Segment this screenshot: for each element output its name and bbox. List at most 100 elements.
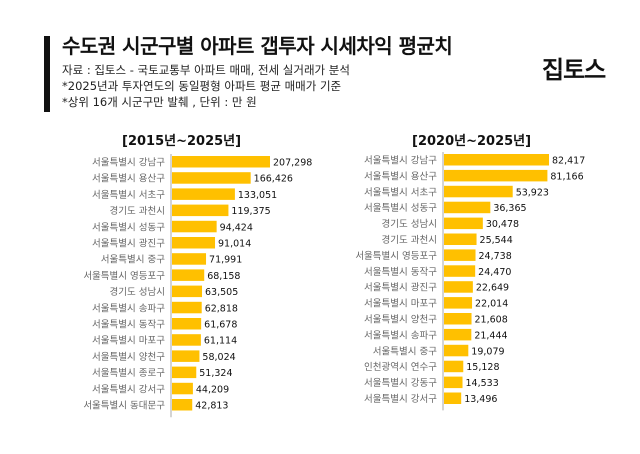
- left-value-label-2: 133,051: [238, 190, 277, 201]
- left-category-label-8: 경기도 성남시: [110, 286, 165, 298]
- left-bar-7: [172, 269, 205, 281]
- left-value-label-3: 119,375: [231, 206, 270, 217]
- left-category-label-14: 서울특별시 강서구: [92, 384, 165, 395]
- right-category-label-9: 서울특별시 마포구: [364, 299, 437, 310]
- left-value-label-15: 42,813: [195, 401, 228, 412]
- left-value-label-7: 68,158: [207, 271, 240, 282]
- left-value-label-4: 94,424: [220, 222, 253, 233]
- left-value-label-12: 58,024: [202, 352, 235, 363]
- left-category-label-13: 서울특별시 종로구: [92, 368, 165, 379]
- right-category-label-13: 인천광역시 연수구: [364, 361, 437, 373]
- right-bar-15: [444, 392, 462, 404]
- left-chart-title: [2015년~2025년]: [122, 134, 242, 149]
- left-value-label-11: 61,114: [204, 336, 237, 347]
- left-bar-10: [172, 318, 202, 330]
- right-bar-4: [444, 217, 483, 230]
- left-bar-6: [172, 253, 207, 265]
- left-category-label-10: 서울특별시 동작구: [92, 320, 165, 331]
- left-bar-11: [172, 334, 201, 346]
- left-bar-13: [172, 366, 197, 379]
- left-bar-4: [172, 220, 217, 233]
- right-category-label-12: 서울특별시 중구: [373, 346, 437, 357]
- right-value-label-9: 22,014: [475, 299, 508, 310]
- left-bar-1: [172, 172, 251, 184]
- right-category-label-14: 서울특별시 강동구: [364, 378, 437, 389]
- right-bar-7: [444, 265, 476, 277]
- right-category-label-5: 경기도 과천시: [382, 234, 437, 246]
- right-category-label-1: 서울특별시 용산구: [364, 171, 437, 182]
- right-category-label-0: 서울특별시 강남구: [364, 156, 437, 167]
- left-value-label-14: 44,209: [196, 384, 229, 395]
- left-category-label-12: 서울특별시 양천구: [92, 352, 165, 363]
- right-value-label-2: 53,923: [516, 187, 549, 198]
- left-category-label-11: 서울특별시 마포구: [92, 336, 165, 347]
- right-bar-11: [444, 328, 472, 341]
- right-bar-12: [444, 344, 469, 357]
- left-value-label-10: 61,678: [204, 320, 237, 331]
- right-category-label-2: 서울특별시 서초구: [364, 187, 437, 198]
- left-value-label-9: 62,818: [205, 303, 238, 314]
- right-value-label-8: 22,649: [476, 283, 509, 294]
- left-bar-9: [172, 301, 202, 314]
- title-accent-bar: [44, 36, 50, 112]
- right-category-label-8: 서울특별시 광진구: [364, 282, 437, 294]
- right-bar-9: [444, 297, 473, 309]
- right-category-label-15: 서울특별시 강서구: [364, 394, 437, 405]
- right-category-label-10: 서울특별시 양천구: [364, 315, 437, 326]
- right-bar-0: [444, 154, 549, 166]
- left-category-label-4: 서울특별시 성동구: [92, 222, 165, 233]
- right-value-label-5: 25,544: [480, 235, 513, 246]
- right-bar-3: [444, 201, 491, 214]
- right-category-label-6: 서울특별시 영등포구: [355, 251, 437, 262]
- right-bar-6: [444, 249, 476, 261]
- source-note: 자료 : 집토스 - 국토교통부 아파트 매매, 전세 실거래가 분석: [62, 63, 350, 77]
- right-bar-8: [444, 281, 473, 293]
- right-category-label-3: 서울특별시 성동구: [364, 203, 437, 214]
- right-category-label-7: 서울특별시 동작구: [364, 267, 437, 278]
- left-value-label-5: 91,014: [218, 239, 251, 250]
- right-bar-2: [444, 185, 513, 198]
- left-category-label-3: 경기도 과천시: [110, 205, 165, 217]
- right-value-label-4: 30,478: [486, 219, 519, 230]
- left-bar-14: [172, 382, 193, 395]
- right-category-label-4: 경기도 성남시: [382, 218, 437, 230]
- right-bar-10: [444, 313, 472, 325]
- right-bar-13: [444, 360, 464, 373]
- right-category-label-11: 서울특별시 송파구: [364, 330, 437, 341]
- right-value-label-14: 14,533: [466, 378, 499, 389]
- left-category-label-15: 서울특별시 동대문구: [83, 401, 165, 412]
- left-value-label-6: 71,991: [209, 255, 242, 266]
- left-bar-3: [172, 204, 229, 217]
- right-value-label-1: 81,166: [550, 171, 583, 182]
- right-value-label-7: 24,470: [478, 267, 511, 278]
- left-category-label-2: 서울특별시 서초구: [92, 190, 165, 201]
- left-value-label-0: 207,298: [273, 158, 312, 169]
- left-category-label-9: 서울특별시 송파구: [92, 303, 165, 314]
- left-value-label-13: 51,324: [199, 368, 232, 379]
- unit-note: *상위 16개 시군구만 발췌 , 단위 : 만 원: [62, 95, 257, 109]
- right-bar-1: [444, 169, 548, 182]
- right-value-label-6: 24,738: [479, 251, 512, 262]
- meta-notes: 자료 : 집토스 - 국토교통부 아파트 매매, 전세 실거래가 분석 *202…: [62, 62, 350, 110]
- left-category-label-1: 서울특별시 용산구: [92, 174, 165, 185]
- left-category-label-5: 서울특별시 광진구: [92, 238, 165, 250]
- left-bar-5: [172, 237, 216, 249]
- left-bar-2: [172, 188, 235, 200]
- left-bar-0: [172, 156, 270, 168]
- left-bar-15: [172, 399, 193, 411]
- right-value-label-12: 19,079: [471, 346, 504, 357]
- right-chart-title: [2020년~2025년]: [412, 134, 532, 149]
- left-value-label-8: 63,505: [205, 287, 238, 298]
- left-bar-12: [172, 350, 200, 362]
- right-value-label-11: 21,444: [474, 330, 507, 341]
- right-bar-5: [444, 233, 477, 245]
- right-value-label-3: 36,365: [493, 203, 526, 214]
- right-value-label-0: 82,417: [552, 156, 585, 167]
- left-category-label-6: 서울특별시 중구: [101, 255, 165, 266]
- right-value-label-15: 13,496: [464, 394, 497, 405]
- page-title: 수도권 시군구별 아파트 갭투자 시세차익 평균치: [62, 34, 453, 58]
- left-category-label-7: 서울특별시 영등포구: [83, 271, 165, 282]
- right-value-label-13: 15,128: [466, 362, 499, 373]
- left-bar-8: [172, 285, 203, 298]
